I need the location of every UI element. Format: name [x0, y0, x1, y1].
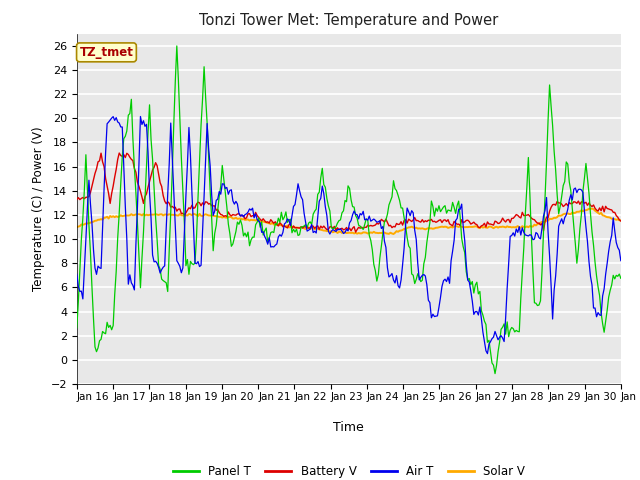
X-axis label: Time: Time — [333, 421, 364, 434]
Legend: Panel T, Battery V, Air T, Solar V: Panel T, Battery V, Air T, Solar V — [168, 460, 530, 480]
Title: Tonzi Tower Met: Temperature and Power: Tonzi Tower Met: Temperature and Power — [199, 13, 499, 28]
Y-axis label: Temperature (C) / Power (V): Temperature (C) / Power (V) — [32, 127, 45, 291]
Text: TZ_tmet: TZ_tmet — [79, 46, 133, 59]
